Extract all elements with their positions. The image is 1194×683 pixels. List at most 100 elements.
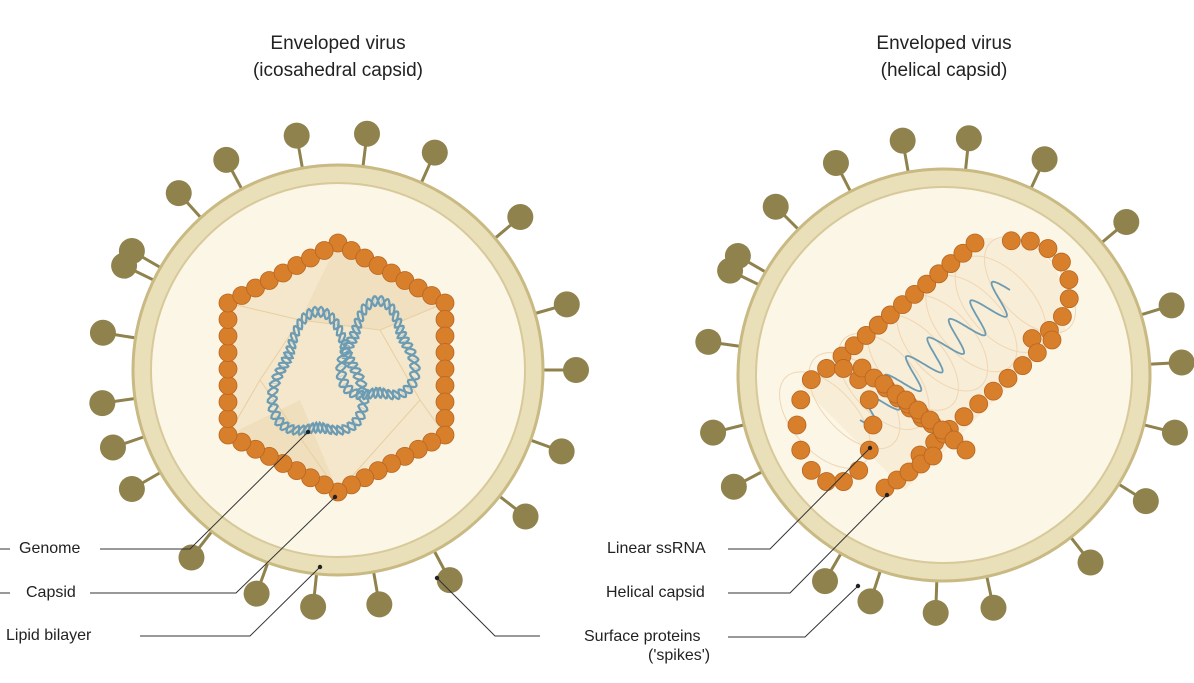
capsomere (965, 233, 985, 253)
capsomere (1013, 356, 1033, 375)
capsid-label: Capsid (26, 584, 76, 601)
capsomere (983, 381, 1003, 401)
spike-head (111, 252, 138, 279)
capsomere (880, 305, 900, 325)
spike-head (178, 544, 205, 571)
capsomere (954, 407, 974, 427)
capsid (218, 233, 455, 502)
capsomere (856, 326, 876, 345)
capsomere (791, 440, 811, 460)
spike-head (118, 476, 145, 502)
capsomere (844, 336, 864, 356)
spike-head (812, 568, 838, 595)
title-line-1: Enveloped virus (876, 33, 1012, 54)
capsomere (998, 368, 1018, 388)
capsomere (817, 472, 836, 491)
ssrna-leader (728, 447, 871, 550)
spike-head (563, 357, 589, 383)
spike-head (436, 567, 463, 594)
capsomere (956, 440, 976, 460)
spike-head (889, 127, 916, 154)
spike-head (283, 122, 310, 149)
capsomere (893, 295, 912, 315)
spike-head (762, 193, 789, 220)
capsomere (859, 440, 879, 460)
spike-head (1168, 349, 1194, 376)
capsomere (218, 359, 238, 379)
capsomere (917, 274, 937, 294)
spike-head (1132, 488, 1159, 515)
spike-head (507, 204, 534, 231)
spike-head (89, 319, 116, 346)
capsomere (953, 243, 973, 263)
surface-spikes (695, 125, 1194, 626)
spikes-label: ('spikes') (648, 647, 711, 664)
capsomere (817, 359, 836, 378)
capsomere (969, 394, 989, 414)
capsomere (1038, 239, 1058, 258)
spike-head (857, 588, 884, 615)
capsomere (941, 254, 961, 273)
capsomere (435, 359, 455, 379)
capsomere (1027, 343, 1047, 363)
spike-head (366, 591, 393, 618)
capsomere (218, 409, 238, 428)
spike-head (243, 580, 270, 607)
capsomere (218, 376, 238, 395)
capsomere (435, 343, 455, 362)
capsomere (801, 460, 821, 480)
capsomere (218, 392, 238, 412)
capsomere (435, 376, 455, 395)
capsomere (868, 315, 888, 335)
spike-head (421, 139, 448, 166)
capsomere (1001, 231, 1021, 251)
capsomere (849, 460, 869, 480)
title-icosahedral: Enveloped virus (icosahedral capsid) (158, 30, 518, 84)
capsomere (1059, 270, 1079, 290)
capsomere (791, 390, 811, 410)
linear-ssrna (859, 280, 1011, 430)
lipid-bilayer-label: Lipid bilayer (6, 627, 92, 644)
capsomere (1020, 231, 1040, 251)
genome-leader (100, 431, 309, 550)
capsomere (1042, 330, 1062, 350)
capsomere (923, 446, 943, 466)
capsomere (435, 392, 455, 412)
helical-capsid-label: Helical capsid (606, 584, 705, 601)
spike-head (922, 599, 949, 626)
linear-ssrna-label: Linear ssRNA (607, 540, 706, 557)
capsomere (787, 415, 807, 435)
capsomere (801, 370, 821, 390)
capsomere (435, 310, 455, 329)
spike-head (165, 180, 192, 207)
spike-head (99, 434, 126, 461)
capsomere (1052, 252, 1071, 272)
spike-head (1113, 209, 1140, 236)
capsomere (1053, 307, 1072, 326)
helical-capsid (787, 231, 1079, 498)
spike-head (300, 593, 327, 620)
spike-head (700, 419, 727, 446)
spike-head (1031, 146, 1058, 173)
helical-virus (695, 125, 1194, 626)
title-line-2: (icosahedral capsid) (252, 60, 424, 81)
title-line-1: Enveloped virus (270, 33, 406, 54)
surface-protein-leader (728, 585, 859, 638)
capsomere (1059, 289, 1079, 309)
icosahedral-virus (89, 120, 589, 620)
capsid-leader (90, 496, 336, 594)
spike-head (89, 390, 116, 417)
leader-lines (0, 431, 888, 638)
capsomere (834, 359, 853, 378)
capsomere (435, 409, 455, 428)
spike-head (980, 594, 1007, 621)
capsomere (435, 326, 455, 346)
capsomere (314, 241, 334, 260)
capsomere (863, 415, 883, 435)
capsomere (218, 326, 238, 346)
spike-head (548, 438, 575, 465)
capsomere (435, 293, 455, 313)
capsomere (218, 310, 238, 329)
spike-head (512, 503, 539, 530)
spike-head (955, 125, 982, 152)
